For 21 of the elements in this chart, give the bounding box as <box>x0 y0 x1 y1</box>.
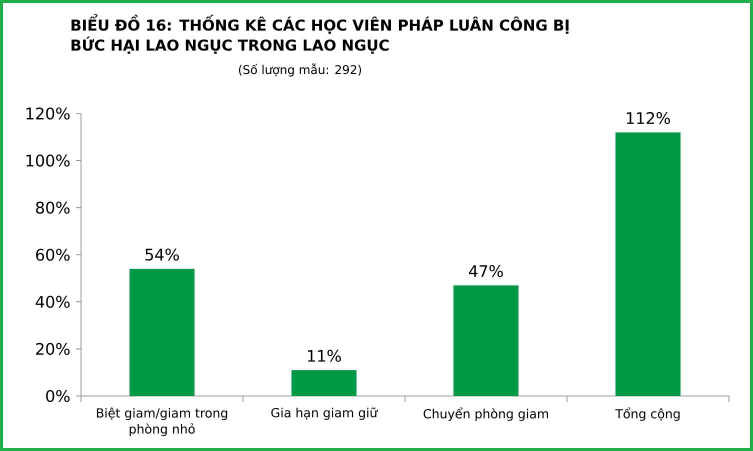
x-tick-label: Tổng cộng <box>615 408 680 421</box>
y-tick-label: 20% <box>36 342 70 355</box>
data-label: 54% <box>145 248 179 261</box>
chart-title: BIỂU ĐỒ 16: THỐNG KÊ CÁC HỌC VIÊN PHÁP LUÂN CÔNG BỊ BỨC HẠI LAO NGỤC TRONG LAO NGỤC <box>72 14 569 54</box>
y-tick-label: 40% <box>36 296 70 308</box>
x-tick-label: Chuyển phòng giam <box>424 408 548 421</box>
bar <box>130 268 194 396</box>
y-tick-label: 120% <box>26 107 70 120</box>
bar <box>292 370 357 396</box>
bar <box>616 132 681 396</box>
x-tick-label: Biệt giam/giam trong phòng nhỏ <box>96 408 228 436</box>
data-label: 11% <box>308 350 341 362</box>
y-tick-label: 60% <box>36 248 70 261</box>
data-label: 112% <box>626 112 670 124</box>
chart-subtitle: (Số lượng mẫu: 292) <box>238 63 362 76</box>
y-tick-label: 80% <box>36 202 70 214</box>
y-tick-label: 100% <box>26 154 70 167</box>
x-tick-label: Gia hạn giam giữ <box>271 408 378 420</box>
bar <box>454 285 519 396</box>
data-label: 47% <box>469 265 503 278</box>
y-tick-label: 0% <box>46 390 70 402</box>
